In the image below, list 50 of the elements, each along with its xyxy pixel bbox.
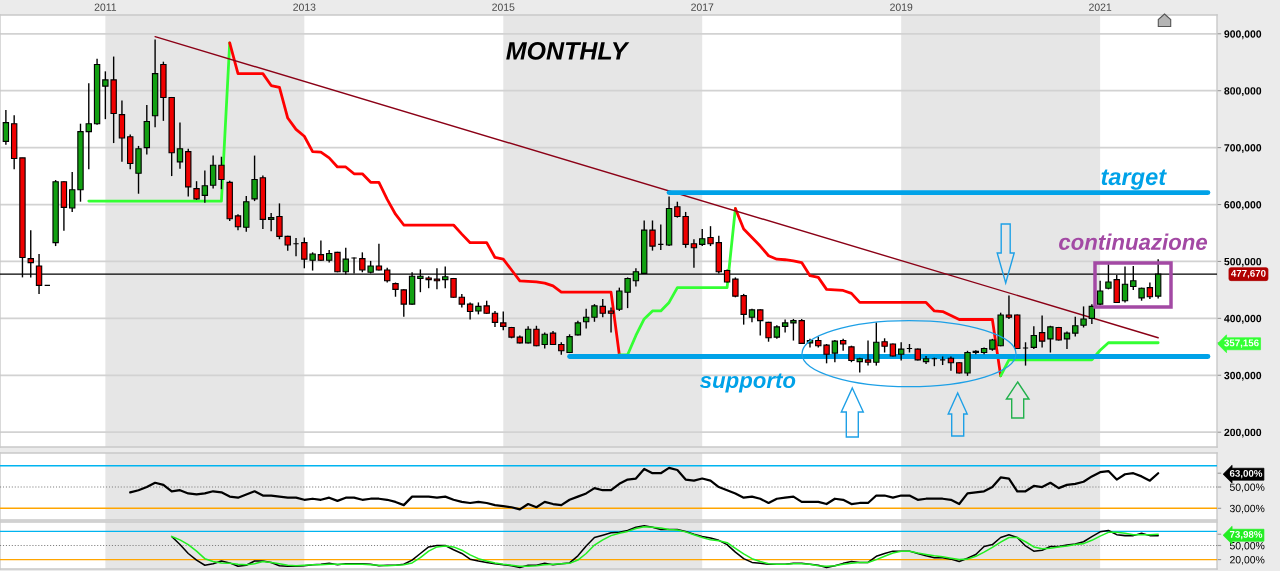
y-tick-label: 50,00% [1229, 483, 1265, 493]
candlestick [1005, 294, 1013, 320]
y-tick-label: 200,000 [1224, 428, 1262, 438]
annotation: supporto [699, 373, 796, 393]
y-tick-label: 357,156 [1224, 339, 1259, 348]
candlestick [500, 310, 507, 332]
candlestick [757, 308, 764, 337]
x-tick-label: 2011 [94, 3, 117, 11]
candlestick [607, 306, 615, 334]
x-tick-label: 2019 [890, 3, 913, 11]
annotation: continuazione [1059, 233, 1208, 250]
candlestick [317, 239, 325, 262]
text: MONTHLY [506, 42, 630, 60]
x-tick-label: 2013 [293, 3, 316, 11]
candlestick [267, 212, 275, 232]
y-tick-label: 73,98% [1229, 530, 1263, 540]
y-tick-label: 400,000 [1224, 314, 1262, 324]
ref-line-label: 477,670 [1231, 269, 1266, 279]
candlestick [118, 99, 126, 163]
candlestick [1096, 280, 1104, 306]
x-tick-label: 2017 [691, 3, 714, 11]
candlestick [218, 156, 225, 190]
candlestick [251, 154, 258, 202]
y-tick-label: 30,00% [1229, 504, 1265, 514]
y-tick-label: 600,000 [1224, 201, 1262, 210]
candlestick [209, 154, 217, 190]
y-tick-label: 63,00% [1229, 469, 1263, 479]
y-tick-label: 800,000 [1224, 87, 1262, 97]
line-series [129, 466, 1160, 511]
x-tick-label: 2021 [1089, 3, 1112, 11]
x-tick-label: 2015 [492, 3, 515, 11]
candlestick [193, 180, 200, 201]
candlestick [201, 169, 209, 204]
y-tick-label: 700,000 [1224, 144, 1262, 153]
candlestick [831, 339, 839, 363]
candlestick [375, 243, 383, 272]
candlestick [897, 341, 905, 362]
candlestick [1038, 314, 1046, 349]
y-tick-label: 500,000 [1224, 257, 1262, 267]
y-tick-label: 900,000 [1224, 30, 1262, 40]
y-tick-label: 300,000 [1224, 371, 1262, 381]
candlestick [864, 339, 872, 367]
candlestick [176, 121, 184, 170]
y-tick-label: 20,00% [1230, 556, 1265, 565]
annotation: target [1101, 169, 1167, 190]
y-tick-label: 50,00% [1229, 542, 1265, 551]
candlestick [690, 238, 698, 269]
candlestick [1030, 325, 1038, 350]
candlestick [2, 109, 10, 146]
line-series [999, 341, 1160, 378]
